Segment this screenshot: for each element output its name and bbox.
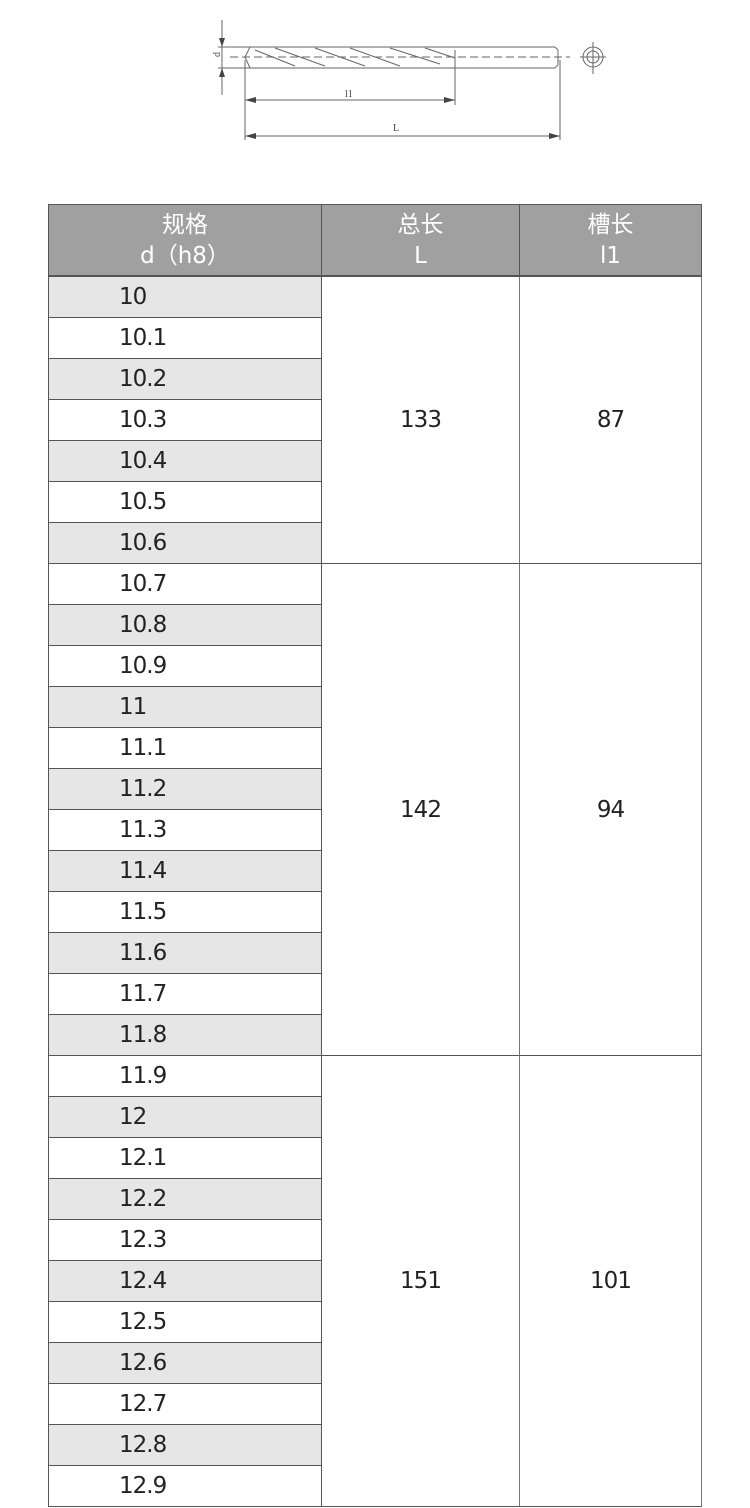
total-length-cell: 142 [322,564,520,1056]
diameter-cell: 12 [49,1097,322,1138]
diameter-cell: 10.2 [49,359,322,400]
diameter-cell: 10.1 [49,318,322,359]
diameter-cell: 11.8 [49,1015,322,1056]
diameter-cell: 10.8 [49,605,322,646]
header-total-length-line2: L [414,243,427,269]
header-flute-length: 槽长 l1 [520,205,702,277]
diameter-cell: 12.5 [49,1302,322,1343]
diameter-cell: 11.2 [49,769,322,810]
total-length-label: L [393,123,399,134]
flute-length-cell: 87 [520,277,702,564]
total-length-cell: 151 [322,1056,520,1507]
flute-length-cell: 94 [520,564,702,1056]
flute-length-cell: 101 [520,1056,702,1507]
diameter-cell: 11.9 [49,1056,322,1097]
diameter-label: d [212,52,223,57]
diameter-cell: 10.3 [49,400,322,441]
diameter-cell: 12.4 [49,1261,322,1302]
diameter-cell: 12.2 [49,1179,322,1220]
diameter-cell: 10.9 [49,646,322,687]
diameter-cell: 12.1 [49,1138,322,1179]
header-diameter: 规格 d（h8） [49,205,322,277]
diameter-cell: 12.3 [49,1220,322,1261]
diameter-cell: 11.7 [49,974,322,1015]
header-total-length: 总长 L [322,205,520,277]
header-flute-length-line1: 槽长 [587,212,634,238]
diameter-cell: 12.8 [49,1425,322,1466]
header-diameter-line2: d（h8） [140,243,230,269]
diameter-cell: 11.1 [49,728,322,769]
diameter-cell: 10 [49,277,322,318]
diameter-cell: 11.3 [49,810,322,851]
diameter-cell: 12.9 [49,1466,322,1507]
diameter-cell: 12.7 [49,1384,322,1425]
total-length-cell: 133 [322,277,520,564]
diameter-cell: 11.5 [49,892,322,933]
diameter-cell: 10.6 [49,523,322,564]
drill-dimension-drawing: d l1 L [212,20,606,140]
header-flute-length-line2: l1 [599,243,622,269]
diameter-cell: 12.6 [49,1343,322,1384]
header-total-length-line1: 总长 [397,212,444,238]
flute-length-label: l1 [345,89,353,100]
header-diameter-line1: 规格 [162,212,208,238]
spec-table: 规格 d（h8） 总长 L 槽长 l1 10 10.1 10.2 10.3 10.4 10… [48,204,702,1507]
diameter-cell: 10.7 [49,564,322,605]
diameter-cell: 11.6 [49,933,322,974]
diameter-cell: 10.4 [49,441,322,482]
diameter-cell: 11 [49,687,322,728]
diameter-cell: 10.5 [49,482,322,523]
diameter-cell: 11.4 [49,851,322,892]
